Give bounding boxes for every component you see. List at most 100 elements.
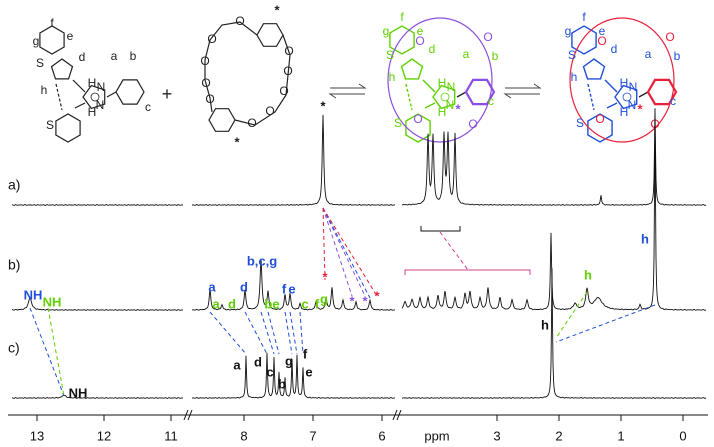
atom-label: S bbox=[46, 118, 54, 132]
ring bbox=[582, 58, 606, 80]
chain bbox=[204, 21, 258, 113]
peak-label: a bbox=[208, 279, 216, 294]
ring bbox=[464, 78, 496, 106]
spectrum-c bbox=[192, 352, 396, 399]
correlation-line bbox=[267, 311, 280, 355]
atom-label: d bbox=[79, 50, 86, 64]
atom-label: N bbox=[446, 98, 455, 112]
atom-label: H bbox=[438, 76, 447, 90]
correlation-line bbox=[322, 207, 371, 299]
bond bbox=[606, 102, 618, 109]
oxygen-label: O bbox=[265, 104, 274, 118]
atom-label: h bbox=[389, 70, 396, 84]
atom-label: c bbox=[488, 94, 494, 108]
atom-label: b bbox=[492, 49, 499, 63]
equilibrium-arrow bbox=[328, 93, 365, 99]
charge bbox=[440, 92, 450, 102]
ring bbox=[208, 108, 236, 132]
peak-label: e bbox=[305, 364, 312, 379]
spectrum-a bbox=[12, 204, 183, 206]
atom-label: O bbox=[597, 34, 606, 48]
peak-label: * bbox=[374, 288, 380, 303]
ring bbox=[39, 25, 65, 55]
bond bbox=[604, 79, 618, 93]
axis-break bbox=[392, 409, 398, 421]
plus-sign: + bbox=[162, 84, 173, 104]
axis-break bbox=[187, 409, 193, 421]
atom-label: S bbox=[386, 48, 394, 62]
atom-label: d bbox=[611, 42, 618, 56]
tick-label: 1 bbox=[617, 428, 624, 443]
ring bbox=[432, 84, 456, 110]
atom-label: g bbox=[33, 34, 40, 48]
correlation-line bbox=[29, 307, 65, 397]
peak-label: * bbox=[349, 293, 355, 308]
correlation-line bbox=[289, 311, 298, 355]
peak-label: NH bbox=[43, 294, 62, 309]
tick-label: 13 bbox=[30, 428, 44, 443]
spectrum-a bbox=[401, 108, 707, 206]
peak-label: b bbox=[278, 376, 286, 391]
ring bbox=[256, 23, 284, 47]
peak-label: h bbox=[641, 231, 649, 246]
spectrum-b bbox=[192, 259, 395, 311]
atom-label: b bbox=[674, 49, 681, 63]
atom-label: N bbox=[629, 80, 638, 94]
spectrum-b bbox=[11, 297, 183, 311]
oxygen-label: O bbox=[200, 54, 209, 68]
spectrum-c bbox=[401, 268, 707, 399]
correlation-line bbox=[555, 291, 588, 339]
bracket bbox=[420, 226, 461, 232]
chain bbox=[234, 34, 291, 126]
peak-label: h bbox=[584, 267, 592, 282]
atom-label: S bbox=[394, 116, 402, 130]
oxygen-label: O bbox=[205, 92, 214, 106]
oxygen-label: O bbox=[235, 14, 244, 28]
atom-label: c bbox=[670, 94, 676, 108]
correlation-line bbox=[439, 231, 469, 271]
bond bbox=[106, 91, 117, 98]
atom-label: f bbox=[582, 10, 586, 24]
bond bbox=[587, 83, 595, 111]
atom-label: a bbox=[645, 47, 652, 61]
atom-label: a bbox=[463, 47, 470, 61]
ring bbox=[587, 113, 613, 143]
correlation-line bbox=[209, 311, 247, 355]
atom-label: H bbox=[438, 105, 447, 119]
charge bbox=[622, 92, 632, 102]
peak-label: c bbox=[266, 364, 273, 379]
atom-label: O bbox=[483, 30, 492, 44]
equilibrium-arrow bbox=[330, 83, 367, 89]
atom-label: H bbox=[88, 76, 97, 90]
atom-label: O bbox=[468, 117, 477, 131]
atom-label: e bbox=[67, 29, 74, 43]
oxygen-label: O bbox=[283, 64, 292, 78]
star: * bbox=[234, 134, 240, 149]
peak-label: f bbox=[282, 281, 287, 296]
atom-label: a bbox=[111, 49, 118, 63]
host-ring bbox=[387, 17, 493, 143]
atom-label: S bbox=[36, 56, 44, 70]
panel-label: b) bbox=[8, 257, 20, 273]
tick-label: 12 bbox=[97, 428, 111, 443]
oxygen-label: O bbox=[279, 84, 288, 98]
atom-label: H bbox=[88, 105, 97, 119]
bond bbox=[424, 102, 436, 109]
oxygen-label: O bbox=[207, 32, 216, 46]
peak-label: b,c,g bbox=[247, 253, 277, 268]
star: * bbox=[274, 2, 280, 17]
atom-label: H bbox=[620, 105, 629, 119]
peak-label: * bbox=[362, 293, 368, 308]
bracket bbox=[404, 269, 531, 275]
ring bbox=[405, 113, 431, 143]
peak-label: d bbox=[228, 296, 236, 311]
equilibrium-arrow bbox=[505, 83, 542, 89]
atom-label: N bbox=[628, 98, 637, 112]
atom-label: e bbox=[599, 24, 606, 38]
oxygen-label: O bbox=[247, 116, 256, 130]
ring bbox=[646, 78, 678, 106]
oxygen-label: O bbox=[284, 44, 293, 58]
correlation-line bbox=[299, 311, 304, 355]
tick-label: 6 bbox=[378, 428, 385, 443]
